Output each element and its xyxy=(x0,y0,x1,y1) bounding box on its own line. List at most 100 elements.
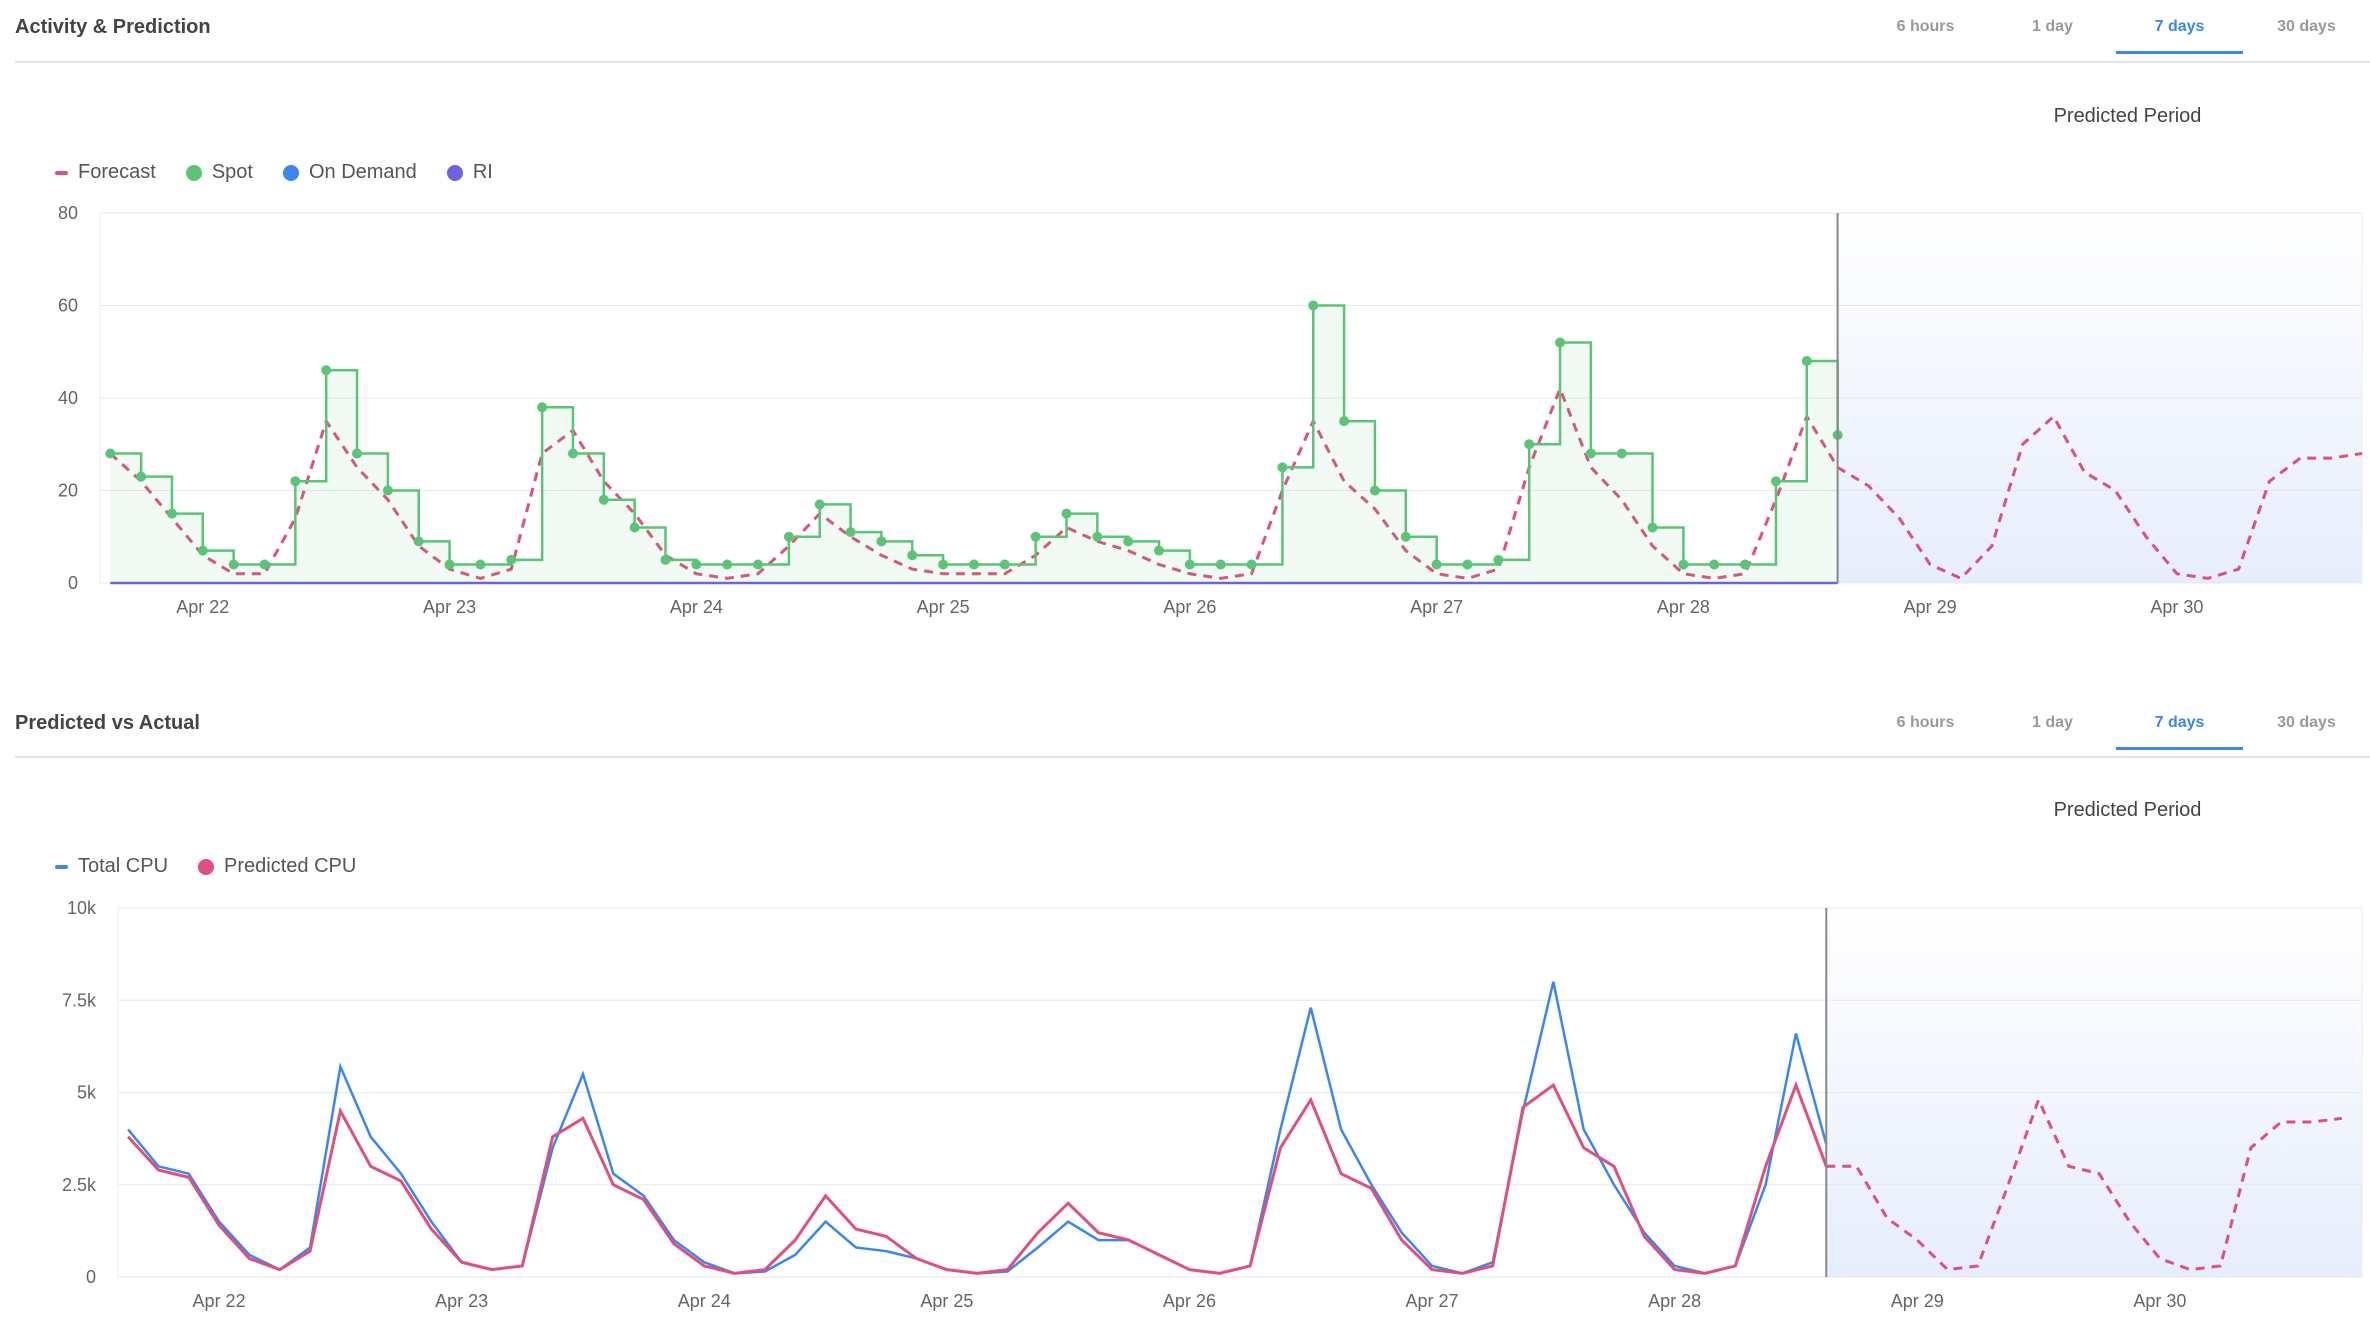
tab-30-days[interactable]: 30 days xyxy=(2277,714,2336,731)
predicted-cpu-series-line xyxy=(127,1080,1828,1275)
spot-point[interactable] xyxy=(783,531,794,542)
spot-point[interactable] xyxy=(1616,448,1627,459)
predicted-cpu-forecast-line xyxy=(1826,1095,2342,1272)
spot-point[interactable] xyxy=(105,448,116,459)
spot-point[interactable] xyxy=(1030,531,1041,542)
spot-point[interactable] xyxy=(1493,554,1504,565)
spot-point[interactable] xyxy=(1123,536,1134,547)
spot-point[interactable] xyxy=(845,527,856,538)
spot-point[interactable] xyxy=(413,536,424,547)
x-tick-label: Apr 23 xyxy=(435,1291,488,1311)
spot-point[interactable] xyxy=(1277,462,1288,473)
spot-point[interactable] xyxy=(1801,356,1812,366)
tab-1-day[interactable]: 1 day xyxy=(2032,714,2073,731)
spot-point[interactable] xyxy=(1585,448,1596,459)
spot-point[interactable] xyxy=(136,471,147,482)
spot-point[interactable] xyxy=(1709,559,1720,570)
legend-item-total-cpu[interactable]: Total CPU xyxy=(55,855,168,878)
y-tick-label: 80 xyxy=(58,203,78,223)
spot-point[interactable] xyxy=(1431,559,1442,570)
legend-item-predicted-cpu[interactable]: Predicted CPU xyxy=(198,855,356,878)
spot-point[interactable] xyxy=(1061,508,1072,519)
spot-point[interactable] xyxy=(907,550,918,561)
spot-point[interactable] xyxy=(1369,485,1380,496)
tab-30-days[interactable]: 30 days xyxy=(2277,18,2336,35)
spot-point[interactable] xyxy=(537,402,548,413)
spot-point[interactable] xyxy=(1092,531,1103,542)
spot-point[interactable] xyxy=(1184,559,1195,570)
x-tick-label: Apr 30 xyxy=(2150,597,2203,617)
tab-1-day[interactable]: 1 day xyxy=(2032,18,2073,35)
x-tick-label: Apr 28 xyxy=(1657,597,1710,617)
spot-point[interactable] xyxy=(1308,300,1319,311)
spot-point[interactable] xyxy=(1246,559,1257,570)
panel-title-activity: Activity & Prediction xyxy=(15,16,211,38)
spot-point[interactable] xyxy=(753,559,764,570)
legend-item-on-demand[interactable]: On Demand xyxy=(282,161,417,184)
spot-point[interactable] xyxy=(567,448,578,459)
x-tick-label: Apr 24 xyxy=(670,597,723,617)
spot-point[interactable] xyxy=(1400,531,1411,542)
total-cpu-marker-icon xyxy=(55,864,68,869)
legend-item-spot[interactable]: Spot xyxy=(185,161,253,184)
spot-point[interactable] xyxy=(1555,337,1566,348)
forecast-marker-icon xyxy=(55,170,68,175)
spot-point[interactable] xyxy=(506,554,517,565)
spot-point[interactable] xyxy=(1154,545,1165,556)
spot-point[interactable] xyxy=(938,559,949,570)
spot-point[interactable] xyxy=(968,559,979,570)
tab-7-days[interactable]: 7 days xyxy=(2116,18,2243,54)
spot-point[interactable] xyxy=(259,559,270,570)
legend-cpu: Total CPU Predicted CPU xyxy=(55,855,356,878)
spot-point[interactable] xyxy=(321,365,332,376)
spot-point[interactable] xyxy=(1647,522,1658,533)
x-tick-label: Apr 26 xyxy=(1163,1291,1216,1311)
spot-point[interactable] xyxy=(166,508,177,519)
legend-label: RI xyxy=(472,161,493,183)
forecast-series-line xyxy=(109,384,2363,581)
spot-point[interactable] xyxy=(382,485,393,496)
activity-chart: 0 20 40 60 80 Apr 22 Apr 23 Apr 24 Apr 25 Apr 26 A… xyxy=(58,203,2363,617)
tab-6-hours[interactable]: 6 hours xyxy=(1896,714,1955,731)
y-tick-label: 7.5k xyxy=(62,990,97,1010)
spot-point[interactable] xyxy=(1339,416,1350,427)
spot-point[interactable] xyxy=(1215,559,1226,570)
spot-point[interactable] xyxy=(598,494,609,505)
spot-point[interactable] xyxy=(814,499,825,510)
spot-point[interactable] xyxy=(197,545,208,556)
y-tick-label: 40 xyxy=(58,388,78,408)
header-divider xyxy=(15,61,2370,63)
spot-point[interactable] xyxy=(722,559,733,570)
spot-point[interactable] xyxy=(444,559,455,570)
spot-point[interactable] xyxy=(660,554,671,565)
y-tick-label: 5k xyxy=(77,1083,97,1103)
legend-label: Forecast xyxy=(78,161,156,183)
x-tick-label: Apr 25 xyxy=(917,597,970,617)
tab-7-days[interactable]: 7 days xyxy=(2116,714,2243,750)
spot-point[interactable] xyxy=(876,536,887,547)
spot-point[interactable] xyxy=(1678,559,1689,570)
panel-title-predicted-vs-actual: Predicted vs Actual xyxy=(15,712,200,734)
spot-point[interactable] xyxy=(1770,476,1781,487)
legend-activity: Forecast Spot On Demand RI xyxy=(55,161,493,184)
spot-point[interactable] xyxy=(999,559,1010,570)
spot-point[interactable] xyxy=(290,476,301,487)
x-tick-label: Apr 26 xyxy=(1163,597,1216,617)
spot-point[interactable] xyxy=(1524,439,1535,450)
spot-point[interactable] xyxy=(228,559,239,570)
on-demand-marker-icon xyxy=(282,164,299,181)
legend-item-ri[interactable]: RI xyxy=(446,161,493,184)
spot-point[interactable] xyxy=(1462,559,1473,570)
total-cpu-series-line xyxy=(127,981,1828,1275)
time-range-tabs-1: 6 hours 1 day 7 days 30 days xyxy=(1862,18,2370,54)
spot-point[interactable] xyxy=(475,559,486,570)
spot-point[interactable] xyxy=(1740,559,1751,570)
predicted-cpu-marker-icon xyxy=(198,858,215,875)
legend-item-forecast[interactable]: Forecast xyxy=(55,161,156,184)
spot-point[interactable] xyxy=(691,559,702,570)
spot-point[interactable] xyxy=(352,448,363,459)
x-tick-label: Apr 29 xyxy=(1891,1291,1944,1311)
time-range-tabs-2: 6 hours 1 day 7 days 30 days xyxy=(1862,714,2370,750)
tab-6-hours[interactable]: 6 hours xyxy=(1896,18,1955,35)
spot-point[interactable] xyxy=(629,522,640,533)
